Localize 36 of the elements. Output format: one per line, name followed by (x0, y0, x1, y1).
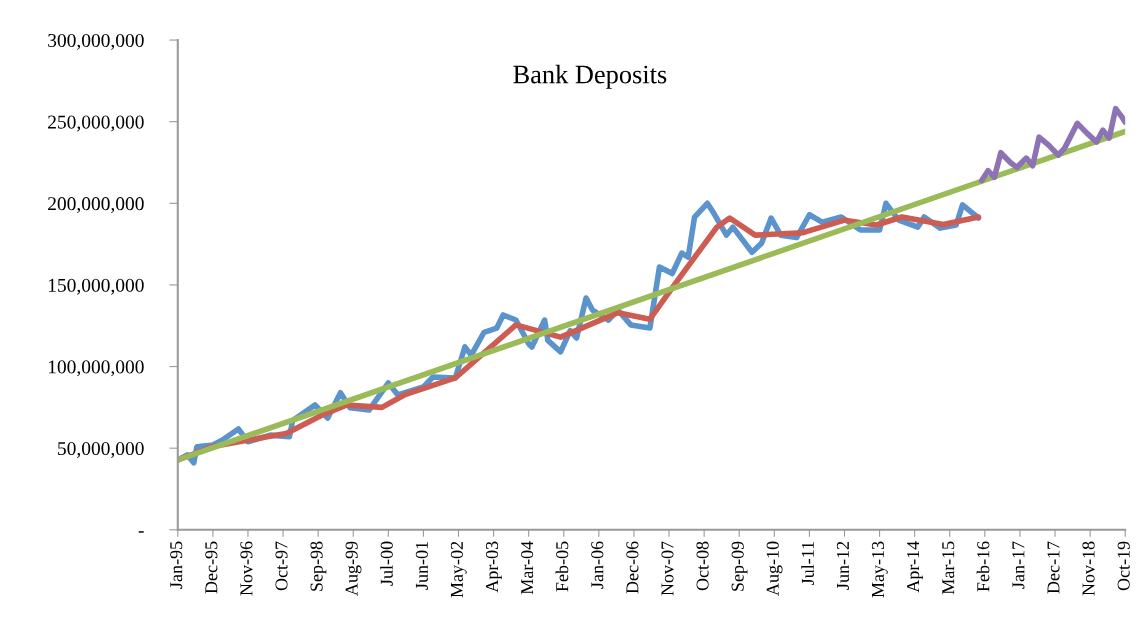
x-tick-label: Oct-97 (275, 541, 288, 591)
x-tick-label: May-02 (450, 541, 467, 598)
x-tick-label: Jun-12 (836, 541, 850, 590)
x-tick-label: Apr-14 (907, 541, 923, 593)
x-tick-label: Sep-98 (310, 541, 327, 591)
y-tick-label: 300,000,000 (48, 33, 144, 50)
y-tick-label: 250,000,000 (48, 115, 144, 132)
y-tick-label: 50,000,000 (58, 441, 144, 458)
x-tick-label: Nov-18 (1082, 541, 1095, 596)
x-tick-label: Jan-95 (170, 541, 183, 589)
y-tick-label: 200,000,000 (48, 197, 144, 214)
x-tick-label: May-13 (871, 541, 888, 598)
y-tick-label: 150,000,000 (48, 278, 144, 295)
x-tick-label: Dec-17 (1047, 541, 1060, 594)
x-tick-label: Oct-19 (1117, 541, 1130, 591)
x-tick-label: Feb-05 (555, 541, 569, 592)
x-tick-label: Oct-08 (696, 541, 709, 591)
x-tick-label: Aug-99 (345, 541, 362, 596)
x-tick-label: Nov-96 (240, 541, 253, 596)
x-tick-label: Jan-17 (1012, 541, 1025, 589)
x-tick-label: Mar-15 (942, 541, 955, 595)
x-tick-label: Nov-07 (661, 541, 674, 596)
y-tick-label: 100,000,000 (48, 360, 144, 377)
x-tick-label: Feb-16 (976, 541, 990, 592)
x-tick-label: Jul-11 (801, 541, 814, 585)
text: Bank Deposits (513, 64, 667, 89)
x-tick-label: Dec-06 (626, 541, 639, 594)
x-tick-label: Jun-01 (415, 541, 428, 590)
x-tick-label: Jan-06 (591, 541, 604, 589)
x-tick-label: Dec-95 (205, 541, 218, 594)
x-tick-label: Aug-10 (766, 541, 783, 596)
x-tick-label: Mar-04 (521, 541, 534, 595)
x-tick-label: Sep-09 (731, 541, 748, 591)
x-tick-label: Jul-00 (380, 541, 393, 586)
x-tick-label: Apr-03 (485, 541, 502, 593)
y-tick-label: - (138, 531, 144, 533)
